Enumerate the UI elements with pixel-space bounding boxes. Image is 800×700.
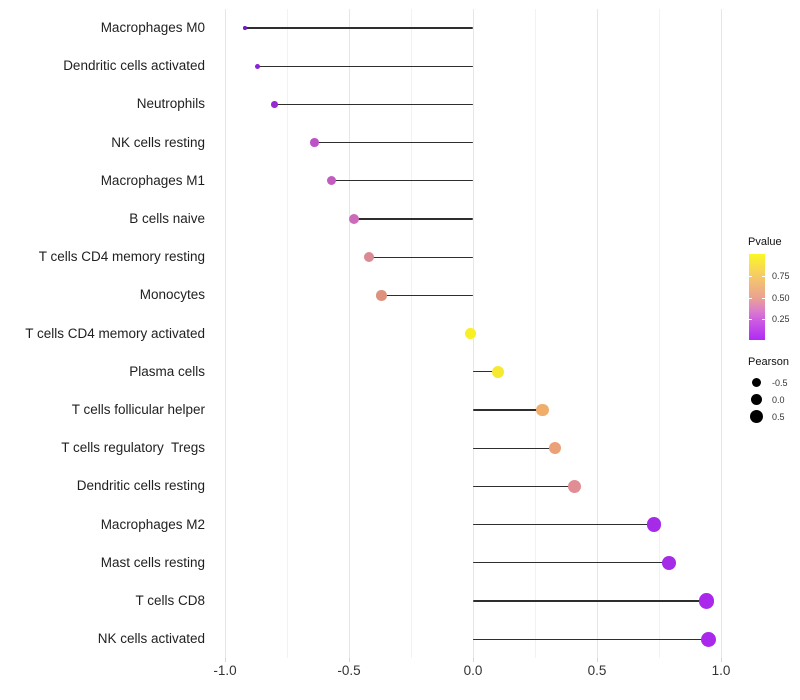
lollipop-stem xyxy=(473,562,669,564)
lollipop-stem xyxy=(473,371,498,373)
y-axis-label: T cells CD4 memory resting xyxy=(38,249,205,265)
gridline xyxy=(596,9,598,658)
y-axis-label: Macrophages M2 xyxy=(100,516,205,532)
lollipop-dot xyxy=(326,176,337,186)
pvalue-colorbar: 0.75 0.50 0.25 xyxy=(748,254,800,340)
lollipop-dot xyxy=(548,441,562,455)
colorbar-tick-left xyxy=(749,319,752,320)
pearson-legend-row: 0.5 xyxy=(748,408,789,425)
lollipop-stem xyxy=(368,256,473,258)
x-axis-tick-label: -0.5 xyxy=(337,663,361,678)
x-axis-tick-label: 1.0 xyxy=(711,663,731,678)
lollipop-dot xyxy=(375,290,387,301)
x-axis-tick xyxy=(224,658,226,662)
y-axis-label: Macrophages M0 xyxy=(100,20,205,35)
legend-pvalue: Pvalue 0.75 0.50 0.25 xyxy=(748,236,800,340)
colorbar-tick-left xyxy=(749,298,752,299)
gridline xyxy=(410,9,412,658)
lollipop-stem xyxy=(473,409,543,411)
lollipop-stem xyxy=(244,27,473,29)
lollipop-dot xyxy=(536,403,549,417)
pearson-size-dot xyxy=(750,394,762,405)
lollipop-stem xyxy=(473,523,655,526)
colorbar-tick-right xyxy=(762,298,765,299)
gridline xyxy=(286,9,288,658)
x-axis-tick-label: 0.5 xyxy=(587,663,607,678)
plot-panel xyxy=(213,9,735,658)
lollipop-stem xyxy=(274,103,473,106)
y-axis-label: B cells naive xyxy=(129,211,205,226)
y-axis-label: T cells CD8 xyxy=(135,593,205,608)
x-axis-tick xyxy=(596,658,598,662)
gridline xyxy=(224,9,226,658)
colorbar-tick-label: 0.25 xyxy=(772,314,790,324)
lollipop-dot xyxy=(661,555,677,571)
gridline xyxy=(348,9,350,658)
y-axis-label: T cells CD4 memory activated xyxy=(25,325,205,341)
pearson-dot-cell xyxy=(748,394,764,405)
x-axis-tick-label: 0.0 xyxy=(463,663,483,678)
y-axis-label: NK cells activated xyxy=(97,631,205,647)
lollipop-dot xyxy=(698,593,714,609)
lollipop-stem xyxy=(473,638,709,640)
pearson-size-dot xyxy=(751,378,761,387)
y-axis-label: Monocytes xyxy=(139,287,205,303)
x-axis-tick xyxy=(720,658,722,662)
pearson-legend-row: 0.0 xyxy=(748,391,789,408)
lollipop-stem xyxy=(473,485,575,488)
y-axis-label: Dendritic cells resting xyxy=(76,478,205,494)
pearson-legend-row: -0.5 xyxy=(748,374,789,391)
legend-pvalue-title: Pvalue xyxy=(748,236,782,248)
x-axis-tick-label: -1.0 xyxy=(213,663,237,678)
lollipop-dot xyxy=(363,252,374,263)
y-axis-label: T cells regulatory Tregs xyxy=(61,440,205,456)
lollipop-dot xyxy=(243,26,247,30)
lollipop-dot xyxy=(271,101,278,108)
y-axis-label: Dendritic cells activated xyxy=(63,58,205,74)
pearson-size-dot xyxy=(749,410,763,423)
lollipop-stem xyxy=(257,65,473,67)
gridline xyxy=(720,9,722,658)
pearson-size-items: -0.5 0.0 0.5 xyxy=(748,374,789,425)
colorbar-tick-label: 0.75 xyxy=(772,271,790,281)
lollipop-dot xyxy=(348,214,359,224)
y-axis-label: T cells follicular helper xyxy=(71,402,205,417)
lollipop-stem xyxy=(473,447,555,449)
colorbar-tick-left xyxy=(749,276,752,277)
pearson-dot-cell xyxy=(748,378,764,387)
lollipop-stem xyxy=(314,141,473,144)
lollipop-dot xyxy=(464,327,477,340)
lollipop-dot xyxy=(701,631,717,647)
lollipop-stem xyxy=(473,600,707,602)
lollipop-stem xyxy=(331,180,473,182)
gridline xyxy=(658,9,660,658)
lollipop-dot xyxy=(568,479,582,493)
legend-pearson: Pearson -0.5 0.0 0.5 xyxy=(748,356,789,425)
y-axis-label: Neutrophils xyxy=(136,96,205,112)
y-axis-label: Plasma cells xyxy=(129,363,205,379)
lollipop-dot xyxy=(491,365,504,378)
pvalue-gradient-bar xyxy=(749,254,765,340)
colorbar-tick-right xyxy=(762,276,765,277)
y-axis-label: Macrophages M1 xyxy=(100,172,205,188)
lollipop-dot xyxy=(309,138,319,147)
lollipop-dot xyxy=(646,517,662,532)
colorbar-tick-label: 0.50 xyxy=(772,293,790,303)
x-axis-tick xyxy=(472,658,474,662)
pearson-size-label: 0.0 xyxy=(772,394,785,405)
legend-pearson-title: Pearson xyxy=(748,356,789,368)
pearson-size-label: -0.5 xyxy=(772,377,788,388)
x-axis-tick xyxy=(348,658,350,662)
pearson-dot-cell xyxy=(748,410,764,423)
colorbar-tick-right xyxy=(762,319,765,320)
y-axis-label: NK cells resting xyxy=(111,134,205,150)
lollipop-dot xyxy=(254,63,260,69)
gridline xyxy=(534,9,536,658)
lollipop-stem xyxy=(381,294,473,297)
y-axis-label: Mast cells resting xyxy=(100,554,205,570)
pearson-size-label: 0.5 xyxy=(772,411,785,422)
lollipop-stem xyxy=(353,218,473,220)
